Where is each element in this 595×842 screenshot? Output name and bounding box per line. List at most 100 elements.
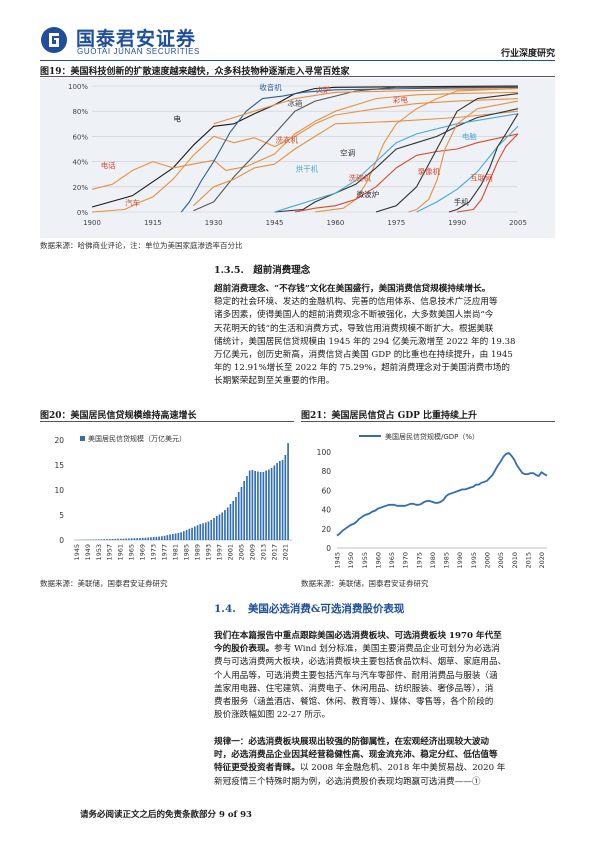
bar [106,539,108,540]
series-line-手机 [448,113,519,213]
x-tick-label: 1985 [443,552,451,569]
x-tick-label: 1955 [361,552,369,569]
series-line-电话 [91,91,519,190]
bar [235,497,237,540]
bar [147,537,149,540]
bar [130,538,133,540]
x-tick-label: 1990 [448,219,466,227]
bar [166,535,169,540]
series-line-洗衣机 [193,110,519,207]
bar [144,537,147,540]
bar [136,538,139,540]
x-tick-label: 1995 [470,552,478,569]
figure-19-chart: 0% 20% 40% 60% 80% 100% 1900 1915 1930 1945 1960 19… [40,78,555,238]
x-tick-label: 2013 [259,544,267,561]
figure-20-title-rule [40,421,294,422]
x-tick-label: 1981 [172,544,180,561]
y-tick-label: 100 [317,448,332,457]
bar [188,528,191,540]
x-tick-label: 1949 [84,544,92,561]
bar [183,531,185,540]
y-tick-label: 40% [72,159,88,167]
bar [103,539,106,540]
text-run: 诸多因素，使得美国人的超前消费观念不断被强化，大多数美国人崇尚“今 [214,310,494,321]
bar [141,537,144,540]
company-name-cn: 国泰君安证券 [76,28,197,50]
bar [273,465,276,540]
bar [262,472,265,540]
x-tick-label: 1961 [117,544,125,561]
section-1-4-number: 1.4. [214,603,236,615]
bar [226,507,229,540]
bar [180,532,182,540]
bar [172,534,174,540]
x-tick-label: 1977 [161,544,169,561]
bar [133,538,136,540]
bold-run: 超前消费理念、“不存钱”文化在美国盛行，美国消费信贷规模持续增长。 [214,284,491,294]
series-label: 电话 [101,160,116,170]
text-run: 个人用品等，可选消费主要包括汽车与汽车零部件、耐用消费品与服装（涵 [214,670,498,681]
company-logo-icon [41,27,67,53]
x-tick-label: 1900 [83,219,101,227]
bar [218,514,221,540]
series-line-录像机 [408,100,519,213]
y-tick-label: 100% [68,83,88,91]
series-line-空调 [274,108,519,213]
figure-21-source: 数据来源：美联储，国泰君安证券研究 [301,579,429,588]
series-label: 互联网 [470,174,493,183]
y-tick-label: 0 [59,536,64,545]
bold-run: 今的股价表现。 [214,644,275,655]
paragraph-line: 个人用品等，可选消费主要包括汽车与汽车零部件、耐用消费品与服装（涵 [214,670,555,683]
y-tick-label: 20 [54,436,64,445]
figure-21-title: 图21：美国居民信贷占 GDP 比重持续上升 [301,411,478,421]
figure-20-source: 数据来源：美联储，国泰君安证券研究 [40,579,168,588]
x-tick-label: 1953 [95,544,103,561]
x-tick-label: 2015 [524,552,532,569]
bar [248,470,251,540]
bar [257,471,259,540]
series-label: 录像机 [417,166,440,176]
x-tick-label: 1975 [415,552,423,569]
x-tick-label: 2010 [511,552,519,569]
paragraph-line: 时，必选消费品企业因其经营稳健性高、现金流充沛、稳定分红、低估值等 [214,749,555,762]
series-label: 烘干机 [296,164,319,174]
series-line [336,452,548,537]
series-line-收音机 [180,86,519,213]
bar [128,538,130,540]
x-tick-label: 1960 [374,552,382,569]
x-tick-label: 1997 [216,544,224,561]
paragraph-line: 天花明天的钱”的生活和消费方式，导致信用消费规模不断扩大。根据美联 [214,323,555,336]
x-tick-label: 1945 [334,552,342,569]
bar [92,539,95,540]
bar [215,516,218,540]
bar [207,521,210,540]
bar [191,527,193,540]
company-name-en: GUOTAI JUNAN SECURITIES [77,47,200,56]
paragraph-line: 稳定的社会环境、发达的金融机构、完善的信用体系、信息技术广泛应用等 [214,296,555,309]
bar [119,538,122,540]
bar [251,470,254,540]
y-tick-label: 15 [54,461,64,470]
bar [237,492,240,540]
bar [268,469,270,540]
bar [163,535,166,540]
header-divider [40,60,555,61]
x-tick-label: 2020 [538,552,546,569]
y-tick-label: 5 [59,511,64,520]
bar [177,533,180,540]
bar [229,504,232,540]
x-tick-label: 1965 [128,544,136,561]
section-1-4-heading: 1.4. 美国必选消费&可选消费股价表现 [214,601,416,616]
paragraph-line: 盖家用电器、住宅建筑、消费电子、休闲用品、纺织服装、奢侈品等），消 [214,683,555,696]
bar [169,534,171,540]
paragraph-line: 费者服务（涵盖酒店、餐馆、休闲、教育等）、媒体、零售等，各个阶段的 [214,696,555,709]
bar [204,522,207,540]
figure-21-chart: 0 20 40 60 80 100 1945 1950 1955 1960 1965 1970 1975… [317,432,548,569]
bar [221,512,224,540]
section-1-3-5-paragraph: 超前消费理念、“不存钱”文化在美国盛行，美国消费信贷规模持续增长。稳定的社会环境… [214,283,555,389]
x-tick-label: 1957 [106,544,114,561]
y-tick-label: 60% [72,133,88,141]
bold-run: 时，必选消费品企业因其经营稳健性高、现金流充沛、稳定分红、低估值等 [214,750,498,761]
y-tick-label: 10 [54,486,64,495]
x-tick-label: 1990 [456,552,464,569]
